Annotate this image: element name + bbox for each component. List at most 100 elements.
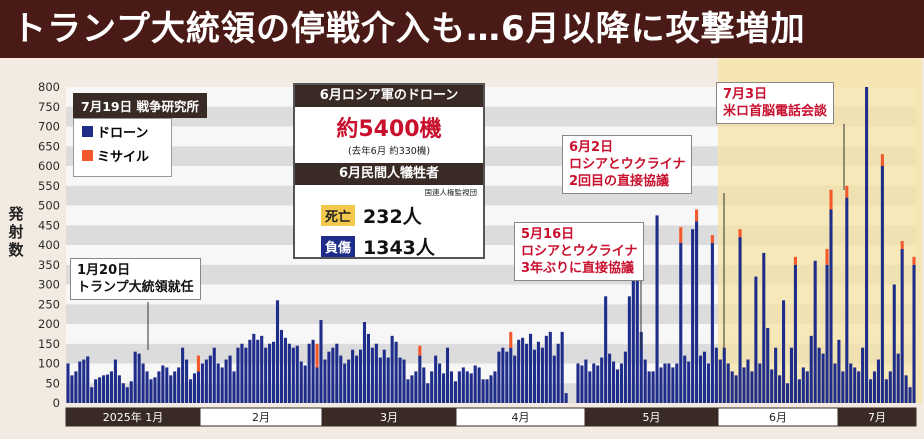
bar-drone xyxy=(307,343,311,403)
annotation-may16-line2: 3年ぶりに直接協議 xyxy=(521,261,635,276)
bar-drone xyxy=(845,197,849,403)
bar-drone xyxy=(536,341,540,403)
bar-drone xyxy=(192,373,197,403)
bar-drone xyxy=(457,371,461,403)
bar-drone xyxy=(833,363,837,403)
bar-drone xyxy=(813,260,817,403)
bar-missile xyxy=(418,345,422,356)
bar-drone xyxy=(584,359,588,403)
annotation-jul3-text: 米ロ首脳電話会談 xyxy=(723,104,828,119)
bar-drone xyxy=(489,375,493,403)
bar-drone xyxy=(517,339,521,403)
bar-drone xyxy=(402,359,406,403)
bar-drone xyxy=(473,365,477,403)
bar-drone xyxy=(596,365,600,403)
bar-drone xyxy=(228,355,232,403)
bar-drone xyxy=(469,373,473,403)
bar-drone xyxy=(268,343,272,403)
y-tick-label: 300 xyxy=(38,278,60,292)
bar-drone xyxy=(240,343,244,403)
bar-drone xyxy=(224,359,228,403)
bar-drone xyxy=(698,355,703,403)
injured-row: 負傷 1343人 xyxy=(321,233,483,260)
injured-label: 負傷 xyxy=(321,236,356,257)
bar-drone xyxy=(679,243,683,403)
bar-drone xyxy=(714,347,718,403)
bar-drone xyxy=(639,331,643,403)
y-axis-ticks: 0 50 100 150 200 250 300 350 400 450 500 550 600 650 7… xyxy=(38,80,60,410)
annotation-lines xyxy=(147,124,845,350)
bar-drone xyxy=(580,365,584,403)
bar-drone xyxy=(785,383,790,403)
bar-drone xyxy=(339,355,343,403)
bar-drone xyxy=(691,229,695,403)
month-label: 2025年 1月 xyxy=(103,410,164,424)
annotation-may16-date: 5月16日 xyxy=(521,227,575,242)
bar-drone xyxy=(774,347,778,403)
bar-drone xyxy=(497,351,501,403)
bar-drone xyxy=(343,363,347,403)
bar-drone xyxy=(667,363,671,403)
bar-drone xyxy=(378,357,382,403)
legend-item-drone: ドローン xyxy=(74,119,171,143)
bar-drone xyxy=(501,347,505,403)
bar-drone xyxy=(260,335,264,403)
headline: トランプ大統領の停戦介入も…6月以降に攻撃増加 xyxy=(0,0,924,58)
bar-drone xyxy=(663,363,667,403)
annotation-jul3: 7月3日 米ロ首脳電話会談 xyxy=(716,82,835,124)
annotation-jun2-date: 6月2日 xyxy=(569,140,614,155)
bar-drone xyxy=(734,375,738,403)
month-axis: 2025年 1月 2月 3月 4月 5月 6月 7月 xyxy=(65,407,917,427)
bar-drone xyxy=(465,371,469,403)
bar-drone xyxy=(78,361,82,403)
y-tick-label: 600 xyxy=(38,159,60,173)
bar-drone xyxy=(370,347,374,403)
bar-drone xyxy=(449,371,454,403)
bar-drone xyxy=(394,341,398,403)
legend-swatch-missile xyxy=(82,149,93,161)
month-label: 7月 xyxy=(868,411,886,424)
bar-drone xyxy=(386,357,390,403)
y-tick-label: 250 xyxy=(38,297,60,311)
bar-drone xyxy=(782,300,786,403)
bar-drone xyxy=(880,166,884,403)
bar-missile xyxy=(912,256,916,265)
bar-drone xyxy=(410,375,414,403)
bar-drone xyxy=(319,320,323,403)
grid-band xyxy=(66,185,916,206)
bar-drone xyxy=(809,335,813,403)
stats-box: 6月ロシア軍のドローン 約5400機 (去年6月 約330機) 6月民間人犠牲者… xyxy=(293,83,485,259)
bar-drone xyxy=(279,329,284,403)
bar-drone xyxy=(643,359,647,403)
bar-drone xyxy=(825,264,829,403)
month-label: 2月 xyxy=(252,411,270,424)
bar-drone xyxy=(659,367,663,403)
bar-drone xyxy=(327,351,331,403)
bar-drone xyxy=(351,349,355,403)
bar-drone xyxy=(706,363,710,403)
bar-drone xyxy=(493,371,497,403)
bar-drone xyxy=(588,371,592,403)
bar-drone xyxy=(117,375,121,403)
bar-drone xyxy=(315,367,319,403)
bar-drone xyxy=(544,335,548,403)
bar-drone xyxy=(857,371,861,403)
bar-drone xyxy=(912,264,916,403)
grid-band xyxy=(66,284,916,305)
bar-drone xyxy=(374,343,378,403)
bar-drone xyxy=(631,268,635,403)
bar-drone xyxy=(797,379,801,403)
bar-drone xyxy=(216,363,220,403)
bar-drone xyxy=(821,353,825,403)
bar-drone xyxy=(121,383,125,403)
annotation-jun2: 6月2日 ロシアとウクライナ 2回目の直接協議 xyxy=(562,135,693,194)
legend-label-drone: ドローン xyxy=(97,125,149,141)
casualty-source: 国連人権監視団 xyxy=(424,188,478,197)
bar-drone xyxy=(113,359,117,403)
bar-drone xyxy=(560,331,564,403)
bar-drone xyxy=(272,341,276,403)
annotation-jun2-line2: 2回目の直接協議 xyxy=(569,174,670,189)
deaths-row: 死亡 232人 xyxy=(321,202,483,229)
bar-drone xyxy=(323,359,327,403)
bar-drone xyxy=(837,339,841,403)
